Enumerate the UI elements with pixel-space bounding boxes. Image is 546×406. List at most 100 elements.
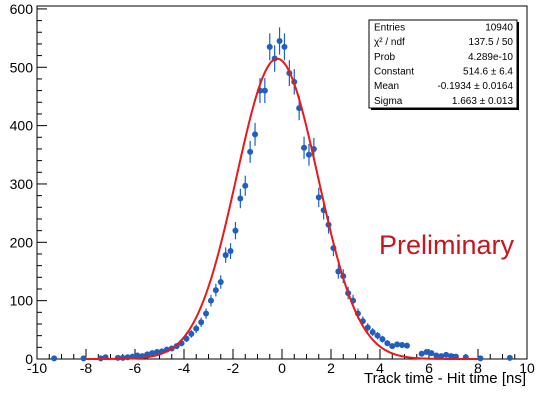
point-marker bbox=[212, 287, 219, 294]
point-marker bbox=[232, 227, 239, 234]
data-point bbox=[51, 355, 58, 362]
data-point bbox=[448, 353, 455, 360]
point-marker bbox=[149, 350, 156, 357]
gaussian-fit-curve bbox=[85, 57, 478, 360]
stats-row-value: 10940 bbox=[485, 23, 513, 34]
data-point bbox=[305, 143, 312, 166]
data-point bbox=[389, 343, 396, 350]
data-point bbox=[222, 247, 229, 263]
data-point bbox=[364, 323, 371, 332]
x-tick-label: -2 bbox=[227, 360, 240, 376]
point-marker bbox=[217, 278, 224, 285]
point-marker bbox=[477, 355, 484, 362]
point-marker bbox=[369, 329, 376, 336]
point-marker bbox=[394, 341, 401, 348]
data-point bbox=[423, 348, 430, 355]
point-marker bbox=[242, 182, 249, 189]
data-point bbox=[379, 335, 386, 343]
data-point bbox=[217, 275, 224, 289]
data-point bbox=[261, 78, 268, 104]
data-point bbox=[403, 342, 410, 349]
data-point bbox=[193, 324, 200, 333]
stats-row-label: χ² / ndf bbox=[374, 37, 405, 48]
data-point bbox=[418, 350, 425, 357]
x-tick-label: -4 bbox=[178, 360, 191, 376]
data-point bbox=[252, 122, 259, 146]
point-marker bbox=[315, 194, 322, 201]
point-marker bbox=[448, 353, 455, 360]
point-marker bbox=[301, 144, 308, 151]
point-marker bbox=[198, 319, 205, 326]
x-tick-label: 6 bbox=[425, 360, 433, 376]
data-point bbox=[237, 188, 244, 209]
data-point bbox=[203, 308, 210, 319]
point-marker bbox=[379, 336, 386, 343]
point-marker bbox=[428, 350, 435, 357]
data-point bbox=[242, 175, 249, 196]
point-marker bbox=[51, 355, 58, 362]
point-marker bbox=[399, 341, 406, 348]
data-point bbox=[134, 352, 141, 359]
stats-box-frame bbox=[368, 19, 518, 109]
y-tick-label: 200 bbox=[10, 234, 34, 250]
y-tick-label: 300 bbox=[10, 176, 34, 192]
point-marker bbox=[266, 43, 273, 50]
y-tick-label: 100 bbox=[10, 293, 34, 309]
data-point bbox=[266, 33, 273, 61]
y-tick-label: 0 bbox=[25, 351, 33, 367]
data-point bbox=[154, 348, 161, 355]
point-marker bbox=[281, 43, 288, 50]
data-point bbox=[443, 351, 450, 358]
point-marker bbox=[389, 343, 396, 350]
data-point bbox=[384, 340, 391, 347]
data-point bbox=[433, 352, 440, 359]
point-marker bbox=[506, 354, 513, 361]
x-tick-label: 2 bbox=[327, 360, 335, 376]
x-axis-title: Track time - Hit time [ns] bbox=[364, 370, 526, 387]
point-marker bbox=[261, 87, 268, 94]
point-marker bbox=[418, 350, 425, 357]
point-marker bbox=[188, 330, 195, 337]
point-marker bbox=[384, 340, 391, 347]
point-marker bbox=[207, 297, 214, 304]
point-marker bbox=[252, 131, 259, 138]
x-tick-label: -10 bbox=[27, 360, 47, 376]
data-points bbox=[51, 27, 513, 362]
stats-row-label: Sigma bbox=[374, 96, 403, 107]
data-point bbox=[276, 27, 283, 55]
point-marker bbox=[423, 348, 430, 355]
x-tick-label: 0 bbox=[278, 360, 286, 376]
data-point bbox=[428, 350, 435, 357]
stats-row-value: 514.6 ± 6.4 bbox=[463, 67, 513, 78]
data-point bbox=[227, 243, 234, 259]
point-marker bbox=[305, 151, 312, 158]
point-marker bbox=[154, 348, 161, 355]
point-marker bbox=[247, 148, 254, 155]
point-marker bbox=[237, 195, 244, 202]
data-point bbox=[144, 351, 151, 358]
point-marker bbox=[374, 332, 381, 339]
point-marker bbox=[364, 324, 371, 331]
stats-row-value: 137.5 / 50 bbox=[469, 37, 514, 48]
data-point bbox=[212, 283, 219, 297]
data-point bbox=[315, 187, 322, 208]
data-point bbox=[247, 140, 254, 163]
data-point bbox=[438, 353, 445, 360]
data-point bbox=[369, 328, 376, 337]
data-point bbox=[232, 221, 239, 240]
data-point bbox=[477, 355, 484, 362]
preliminary-label: Preliminary bbox=[379, 230, 515, 260]
point-marker bbox=[443, 351, 450, 358]
point-marker bbox=[433, 352, 440, 359]
y-tick-label: 500 bbox=[10, 59, 34, 75]
stats-row-label: Constant bbox=[374, 67, 414, 78]
stats-row-value: 1.663 ± 0.013 bbox=[452, 96, 514, 107]
stats-box: Entries 10940 χ² / ndf 137.5 / 50 Prob 4.289e… bbox=[368, 19, 519, 110]
point-marker bbox=[134, 352, 141, 359]
y-axis-tick-labels: 0 100 200 300 400 500 600 bbox=[10, 1, 34, 367]
data-point bbox=[149, 350, 156, 357]
data-point bbox=[207, 294, 214, 307]
stats-row-label: Mean bbox=[374, 81, 399, 92]
stats-row-label: Entries bbox=[374, 23, 405, 34]
point-marker bbox=[403, 342, 410, 349]
